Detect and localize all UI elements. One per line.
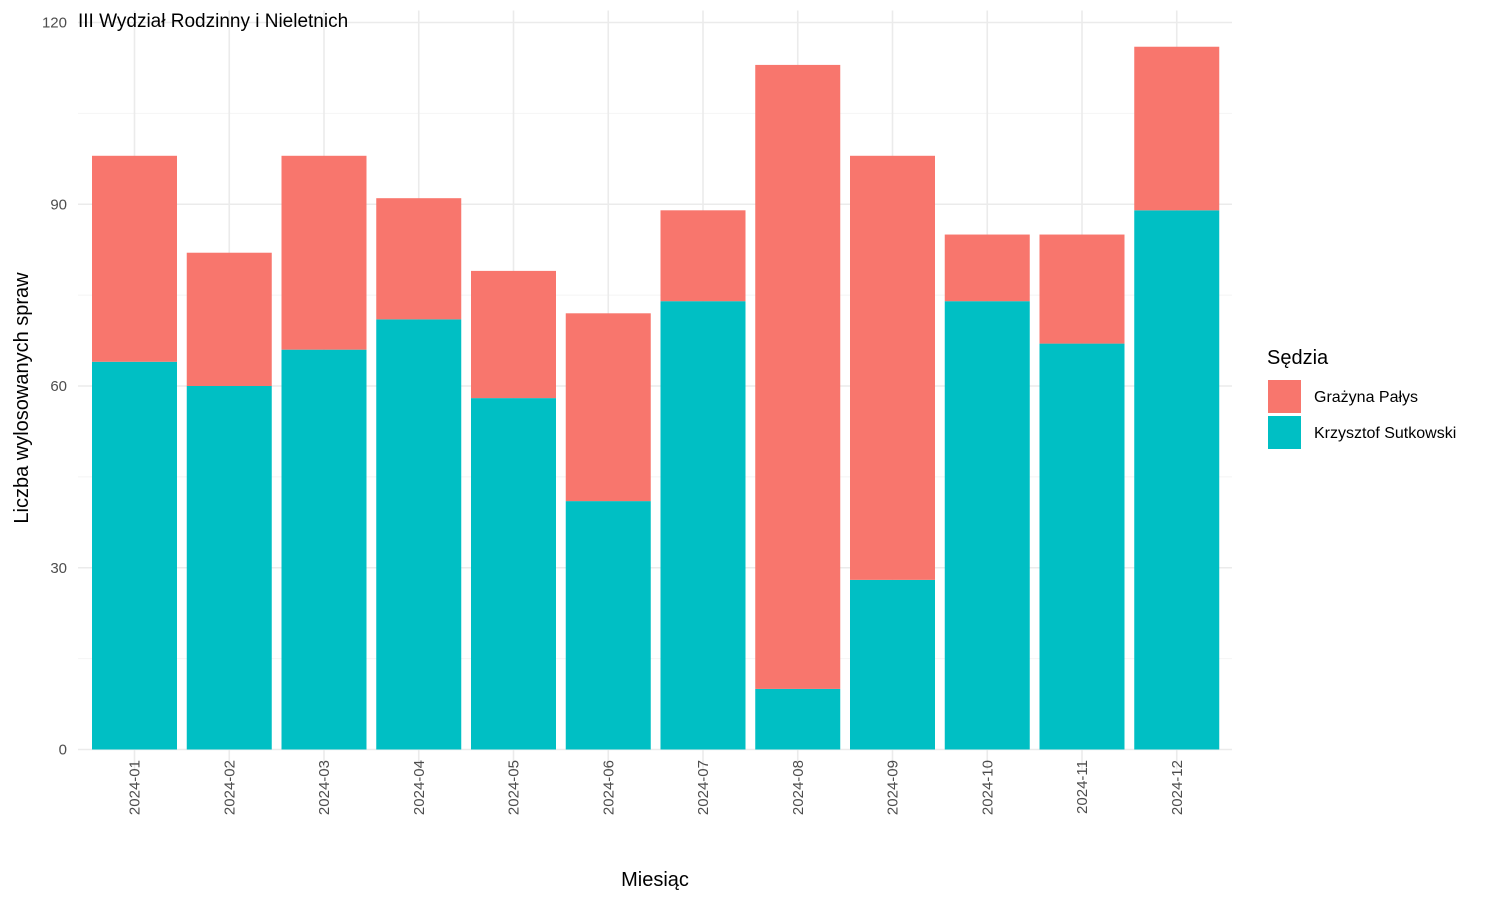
bar-segment-2024-09-palys [850,155,935,580]
bar-segment-2024-07-palys [660,210,746,302]
bar-segment-2024-12-sutkowski [1134,210,1220,750]
bars-layer [92,46,1220,750]
legend-title: Sędzia [1267,347,1329,369]
legend-label: Grażyna Pałys [1314,389,1418,406]
bar-segment-2024-03-sutkowski [281,349,367,750]
legend-swatch [1268,416,1301,449]
bar-segment-2024-05-sutkowski [471,398,556,750]
x-axis-ticks: 2024-01 2024-02 2024-03 2024-04 2024-05 2024-… [127,760,1186,815]
y-axis-ticks: 0 30 60 90 120 [42,15,67,759]
bar-segment-2024-02-palys [186,252,272,386]
x-tick-label: 2024-03 [316,760,333,815]
x-axis-title: Miesiąc [621,869,689,891]
bar-segment-2024-12-palys [1134,46,1220,211]
bar-segment-2024-06-sutkowski [565,501,651,750]
bar-segment-2024-08-palys [755,64,841,689]
bar-segment-2024-10-sutkowski [944,301,1030,750]
x-tick-label: 2024-08 [790,760,807,815]
y-tick-label: 120 [42,15,67,32]
x-tick-label: 2024-11 [1074,760,1091,814]
bar-segment-2024-07-sutkowski [660,301,746,750]
x-tick-label: 2024-05 [506,760,523,815]
y-tick-label: 30 [50,560,67,577]
bar-segment-2024-08-sutkowski [755,688,841,750]
bar-segment-2024-02-sutkowski [186,386,272,750]
legend-items: Grażyna Pałys Krzysztof Sutkowski [1268,380,1456,449]
chart-title: III Wydział Rodzinny i Nieletnich [78,11,348,32]
bar-segment-2024-04-sutkowski [376,319,462,750]
x-tick-label: 2024-04 [411,760,428,815]
bar-segment-2024-06-palys [565,313,651,502]
y-tick-label: 60 [50,378,67,395]
y-axis-title: Liczba wylosowanych spraw [11,272,33,524]
bar-segment-2024-09-sutkowski [850,579,935,750]
bar-segment-2024-11-sutkowski [1039,343,1125,750]
x-tick-label: 2024-12 [1169,760,1186,815]
legend-label: Krzysztof Sutkowski [1314,425,1456,442]
y-tick-label: 90 [50,196,67,213]
bar-segment-2024-01-palys [92,155,177,362]
legend-swatch [1268,380,1301,413]
bar-segment-2024-01-sutkowski [92,361,177,750]
bar-segment-2024-03-palys [281,155,367,350]
x-tick-label: 2024-01 [127,760,144,815]
x-tick-label: 2024-07 [695,760,712,815]
bar-segment-2024-11-palys [1039,234,1125,344]
x-tick-label: 2024-09 [885,760,902,815]
legend: Sędzia Grażyna Pałys Krzysztof Sutkowski [1267,347,1456,449]
bar-segment-2024-05-palys [471,270,556,399]
bar-segment-2024-04-palys [376,198,462,320]
x-tick-label: 2024-02 [221,760,238,815]
bar-segment-2024-10-palys [944,234,1030,302]
y-tick-label: 0 [59,742,67,759]
x-tick-label: 2024-06 [600,760,617,815]
x-tick-label: 2024-10 [979,760,996,815]
